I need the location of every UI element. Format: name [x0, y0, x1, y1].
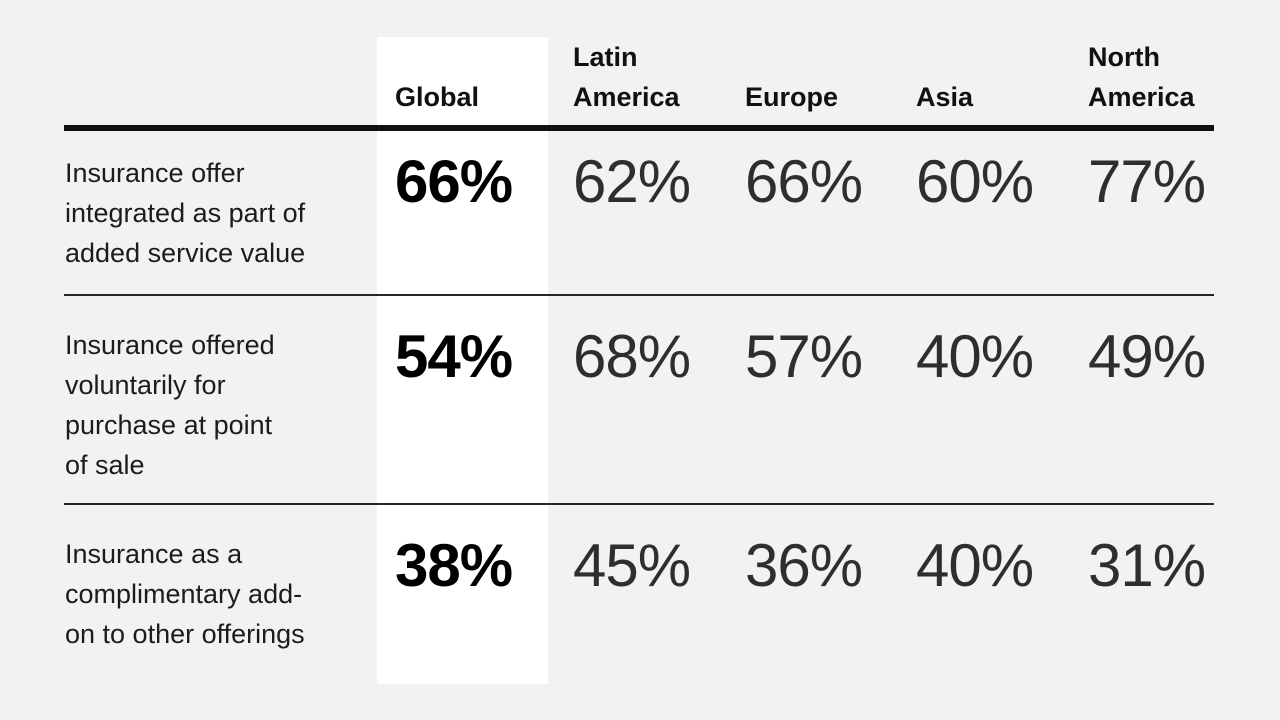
- value-cell-north-america: 31%: [1088, 532, 1206, 599]
- column-header-label: Global: [395, 82, 480, 112]
- table-row: Insurance as a complimentary add- on to …: [64, 505, 1214, 678]
- table-row: Insurance offer integrated as part of ad…: [64, 131, 1214, 296]
- row-label-line: purchase at point: [65, 410, 273, 440]
- table-row: Insurance offered voluntarily for purcha…: [64, 296, 1214, 505]
- column-header-europe: Europe: [720, 37, 891, 131]
- value-cell-global: 66%: [395, 148, 513, 215]
- column-header-asia: Asia: [891, 37, 1063, 131]
- value-cell-asia: 60%: [916, 148, 1034, 215]
- row-label-line: Insurance offer: [65, 158, 245, 188]
- value-cell-latin-america: 62%: [573, 148, 691, 215]
- value-cell-europe: 36%: [745, 532, 863, 599]
- global-column-highlight: [377, 37, 548, 684]
- value-cell-asia: 40%: [916, 532, 1034, 599]
- row-label-line: voluntarily for: [65, 370, 226, 400]
- column-header-label: America: [1088, 82, 1195, 112]
- table-header-row: Global Latin America Europe Asia North A…: [64, 37, 1214, 131]
- value-cell-asia: 40%: [916, 323, 1034, 390]
- column-header-label: Latin: [573, 42, 638, 72]
- column-header-label: North: [1088, 42, 1160, 72]
- row-label: Insurance offered voluntarily for purcha…: [64, 296, 377, 503]
- row-label: Insurance offer integrated as part of ad…: [64, 131, 377, 294]
- row-label-line: on to other offerings: [65, 619, 305, 649]
- column-header-label: Europe: [745, 82, 839, 112]
- row-label-line: complimentary add-: [65, 579, 303, 609]
- header-spacer-cell: [64, 37, 377, 131]
- value-cell-north-america: 49%: [1088, 323, 1206, 390]
- value-cell-europe: 66%: [745, 148, 863, 215]
- column-header-global: Global: [377, 37, 548, 131]
- row-label-line: Insurance as a: [65, 539, 243, 569]
- value-cell-europe: 57%: [745, 323, 863, 390]
- row-label-line: of sale: [65, 450, 145, 480]
- value-cell-latin-america: 68%: [573, 323, 691, 390]
- value-cell-global: 38%: [395, 532, 513, 599]
- column-header-latin-america: Latin America: [548, 37, 720, 131]
- row-label-line: added service value: [65, 238, 306, 268]
- column-header-label: Asia: [916, 82, 974, 112]
- column-header-north-america: North America: [1063, 37, 1214, 131]
- value-cell-latin-america: 45%: [573, 532, 691, 599]
- column-header-label: America: [573, 82, 680, 112]
- row-label-line: integrated as part of: [65, 198, 306, 228]
- row-label: Insurance as a complimentary add- on to …: [64, 505, 377, 678]
- regional-insurance-table: Global Latin America Europe Asia North A…: [64, 37, 1214, 678]
- row-label-line: Insurance offered: [65, 330, 275, 360]
- value-cell-north-america: 77%: [1088, 148, 1206, 215]
- value-cell-global: 54%: [395, 323, 513, 390]
